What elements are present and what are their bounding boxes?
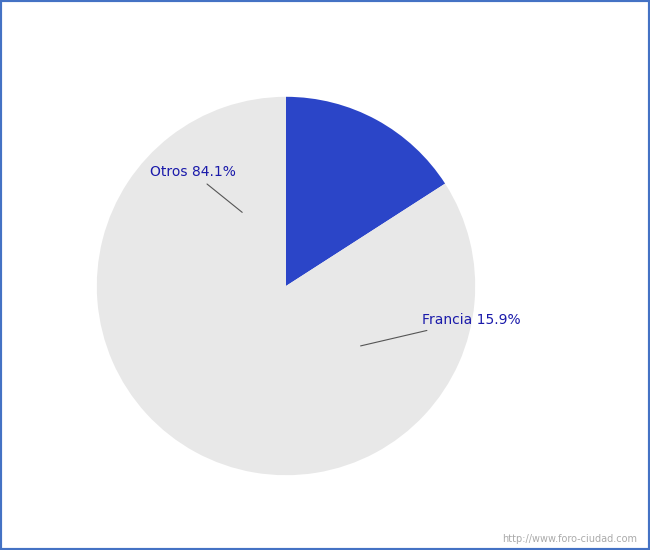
Text: Ojós - Turistas extranjeros según país - Agosto de 2024: Ojós - Turistas extranjeros según país -… [103, 16, 547, 33]
Wedge shape [97, 97, 475, 475]
Wedge shape [286, 97, 445, 286]
Text: Francia 15.9%: Francia 15.9% [361, 313, 521, 346]
Text: Otros 84.1%: Otros 84.1% [150, 166, 242, 212]
Text: http://www.foro-ciudad.com: http://www.foro-ciudad.com [502, 535, 637, 544]
